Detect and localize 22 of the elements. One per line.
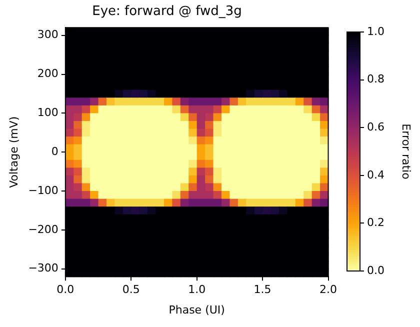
color-bar-label: 0.0	[367, 264, 384, 277]
y-tick-label: 100	[37, 106, 58, 120]
color-bar-title: Error ratio	[400, 124, 413, 180]
x-tick-label: 1.5	[254, 283, 272, 296]
x-tick-label: 1.0	[188, 283, 206, 296]
x-axis-title: Phase (UI)	[168, 303, 225, 316]
x-tick-label: 0.5	[122, 283, 140, 296]
y-tick-label: 0	[51, 144, 58, 158]
color-bar-label: 0.4	[367, 168, 384, 182]
y-tick-label: −100	[28, 184, 58, 197]
color-bar-label: 0.6	[367, 120, 384, 134]
x-tick-label: 2.0	[320, 283, 338, 296]
y-tick-label: 200	[37, 67, 58, 80]
x-tick-label: 0.0	[56, 283, 74, 296]
color-bar-label: 0.2	[367, 216, 384, 230]
y-tick-label: −300	[28, 262, 58, 275]
y-axis-title: Voltage (mV)	[7, 116, 20, 188]
y-tick-label: −200	[28, 222, 58, 236]
color-bar-label: 0.8	[367, 72, 384, 86]
y-tick-label: 300	[37, 28, 58, 42]
chart-title: Eye: forward @ fwd_3g	[92, 4, 242, 20]
color-bar-label: 1.0	[367, 24, 384, 38]
